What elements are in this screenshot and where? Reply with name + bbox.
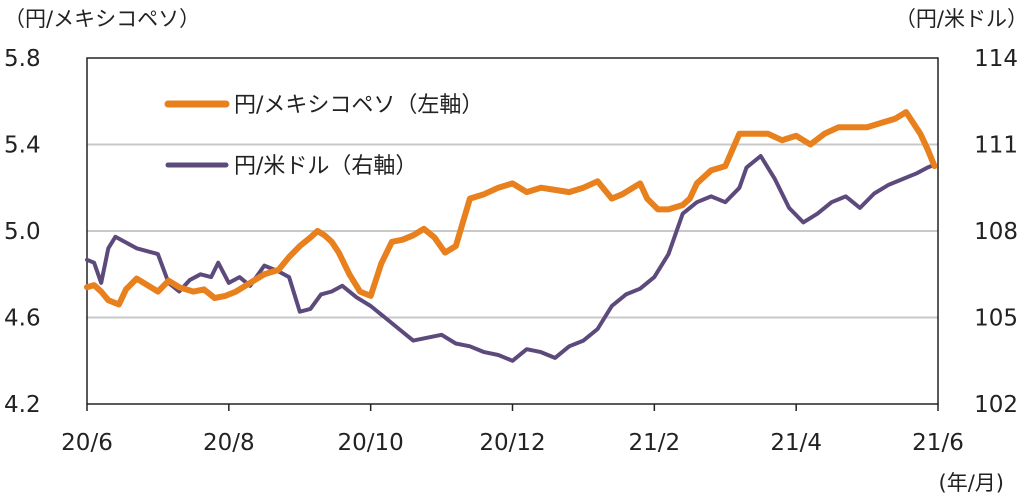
x-tick-label: 21/6 (912, 430, 964, 456)
left-tick-label: 4.2 (4, 392, 41, 418)
legend: 円/メキシコペソ（左軸） 円/米ドル（右軸） (164, 93, 483, 179)
right-tick-label: 105 (974, 306, 1018, 332)
x-tick-label: 21/2 (629, 430, 681, 456)
x-axis-ticks: 20/6 20/8 20/10 20/12 21/2 21/4 21/6 (61, 430, 964, 456)
legend-label-mxn: 円/メキシコペソ（左軸） (234, 93, 483, 118)
x-axis-tick-marks (86, 404, 939, 411)
legend-label-usd: 円/米ドル（右軸） (234, 154, 417, 179)
left-tick-label: 4.6 (4, 306, 41, 332)
x-tick-label: 20/8 (203, 430, 255, 456)
x-unit-label: (年/月) (939, 471, 1004, 495)
x-tick-label: 20/10 (338, 430, 404, 456)
right-axis-label: （円/米ドル） (895, 7, 1028, 31)
gridlines (87, 143, 938, 319)
series-line-mxn (84, 109, 938, 308)
right-tick-label: 114 (974, 46, 1018, 72)
left-tick-label: 5.0 (4, 219, 41, 245)
series-layer (84, 109, 938, 363)
left-tick-label: 5.8 (4, 46, 41, 72)
x-tick-label: 20/6 (61, 430, 113, 456)
right-tick-label: 111 (974, 133, 1018, 159)
right-tick-label: 102 (974, 392, 1018, 418)
series-line-usd (85, 154, 937, 363)
left-axis-ticks: 5.8 5.4 5.0 4.6 4.2 (4, 46, 41, 418)
left-tick-label: 5.4 (4, 133, 41, 159)
right-axis-ticks: 114 111 108 105 102 (974, 46, 1018, 418)
left-axis-label: （円/メキシコペソ） (4, 7, 200, 31)
x-tick-label: 21/4 (770, 430, 822, 456)
right-tick-label: 108 (974, 219, 1018, 245)
x-tick-label: 20/12 (479, 430, 545, 456)
